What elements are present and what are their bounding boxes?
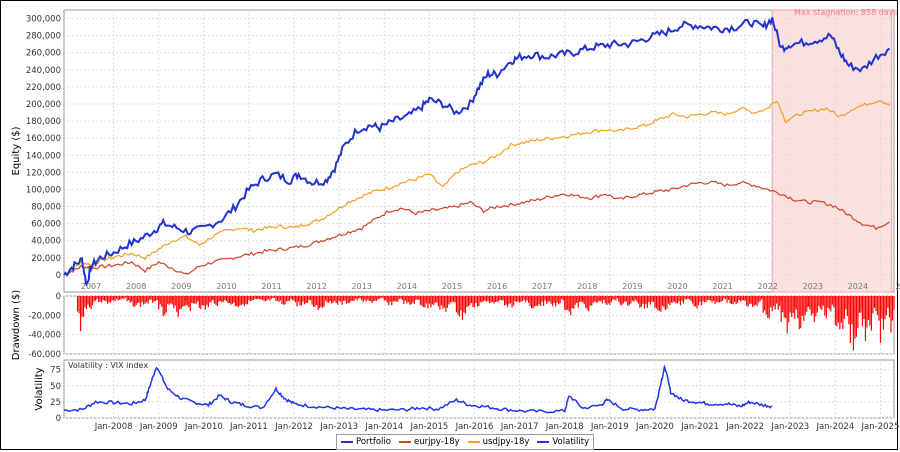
year-label: 2021 xyxy=(712,282,732,291)
x-tick-label: Jan-2019 xyxy=(590,422,629,432)
equity-tick-label: 60,000 xyxy=(31,220,61,230)
equity-tick-label: 300,000 xyxy=(26,15,61,25)
series-line-usdjpy-18y xyxy=(63,100,890,276)
legend-label: Volatility xyxy=(552,437,590,447)
year-label: 2016 xyxy=(487,282,507,291)
equity-tick-label: 220,000 xyxy=(26,83,61,93)
equity-tick-label: 80,000 xyxy=(31,203,61,213)
drawdown-tick-label: -60,000 xyxy=(28,350,61,360)
x-tick-label: Jan-2008 xyxy=(94,422,133,432)
equity-tick-label: 280,000 xyxy=(26,32,61,42)
equity-panel xyxy=(63,9,895,293)
volatility-tick-label: 0 xyxy=(56,414,61,424)
x-tick-label: Jan-2021 xyxy=(680,422,719,432)
year-label: 2013 xyxy=(352,282,372,291)
x-tick-label: Jan-2010 xyxy=(184,422,223,432)
stagnation-annotation: Max stagnation: 858 days xyxy=(794,8,898,17)
year-label: 2019 xyxy=(622,282,642,291)
x-tick-label: Jan-2017 xyxy=(500,422,539,432)
volatility-tick-label: 25 xyxy=(50,398,61,408)
x-tick-label: Jan-2015 xyxy=(409,422,448,432)
x-tick-label: Jan-2014 xyxy=(364,422,403,432)
volatility-tick-label: 50 xyxy=(50,382,61,392)
volatility-panel xyxy=(63,359,895,419)
year-label: 2007 xyxy=(81,282,101,291)
year-label: 2014 xyxy=(397,282,417,291)
equity-tick-label: 200,000 xyxy=(26,100,61,110)
year-label: 2020 xyxy=(667,282,687,291)
year-label: 2009 xyxy=(171,282,191,291)
legend-swatch xyxy=(467,441,480,443)
x-tick-label: Jan-2016 xyxy=(455,422,494,432)
equity-axis-label: Equity ($) xyxy=(11,126,22,175)
equity-tick-label: 100,000 xyxy=(26,185,61,195)
legend-item: Portfolio xyxy=(341,437,391,447)
volatility-axis-label: Volatility xyxy=(34,367,45,410)
volatility-tick-label: 75 xyxy=(50,366,61,376)
x-tick-label: Jan-2012 xyxy=(274,422,313,432)
volatility-title: Volatility : VIX index xyxy=(68,361,148,370)
legend-label: eurjpy-18y xyxy=(413,437,460,447)
legend: Portfolio eurjpy-18y usdjpy-18y Volatility xyxy=(336,434,595,450)
equity-tick-label: 140,000 xyxy=(26,151,61,161)
legend-swatch xyxy=(537,441,550,443)
drawdown-tick-label: -40,000 xyxy=(28,331,61,341)
year-label: 2015 xyxy=(442,282,462,291)
legend-swatch xyxy=(341,441,353,443)
series-line-eurjpy-18y xyxy=(63,180,890,276)
stagnation-region xyxy=(771,9,893,293)
year-label: 2011 xyxy=(261,282,281,291)
year-label: 2017 xyxy=(532,282,552,291)
x-tick-label: Jan-2024 xyxy=(815,422,854,432)
legend-item: eurjpy-18y xyxy=(398,437,460,447)
legend-label: Portfolio xyxy=(356,437,391,447)
equity-tick-label: 160,000 xyxy=(26,134,61,144)
series-line-volatility xyxy=(63,364,773,414)
year-label: 2022 xyxy=(758,282,778,291)
year-label: 202 xyxy=(895,282,900,291)
x-tick-label: Jan-2011 xyxy=(229,422,268,432)
year-label: 2018 xyxy=(577,282,597,291)
equity-tick-label: 120,000 xyxy=(26,168,61,178)
equity-tick-label: 260,000 xyxy=(26,49,61,59)
x-tick-label: Jan-2025 xyxy=(861,422,900,432)
legend-item: Volatility xyxy=(537,437,589,447)
year-label: 2008 xyxy=(126,282,146,291)
legend-item: usdjpy-18y xyxy=(467,437,530,447)
legend-label: usdjpy-18y xyxy=(482,437,530,447)
x-tick-label: Jan-2023 xyxy=(770,422,809,432)
equity-tick-label: 20,000 xyxy=(31,254,61,264)
x-tick-label: Jan-2013 xyxy=(319,422,358,432)
year-label: 2024 xyxy=(848,282,868,291)
equity-tick-label: 0 xyxy=(56,271,61,281)
legend-swatch xyxy=(398,441,411,443)
equity-tick-label: 180,000 xyxy=(26,117,61,127)
x-tick-label: Jan-2009 xyxy=(139,422,178,432)
year-label: 2023 xyxy=(803,282,823,291)
series-line-portfolio xyxy=(63,17,891,288)
x-tick-label: Jan-2022 xyxy=(725,422,764,432)
equity-tick-label: 40,000 xyxy=(31,237,61,247)
year-label: 2010 xyxy=(216,282,236,291)
equity-tick-label: 240,000 xyxy=(26,66,61,76)
drawdown-tick-label: -20,000 xyxy=(28,311,61,321)
x-tick-label: Jan-2020 xyxy=(635,422,674,432)
x-tick-label: Jan-2018 xyxy=(545,422,584,432)
drawdown-tick-label: 0 xyxy=(56,292,61,302)
year-label: 2012 xyxy=(306,282,326,291)
drawdown-axis-label: Drawdown ($) xyxy=(11,290,22,361)
